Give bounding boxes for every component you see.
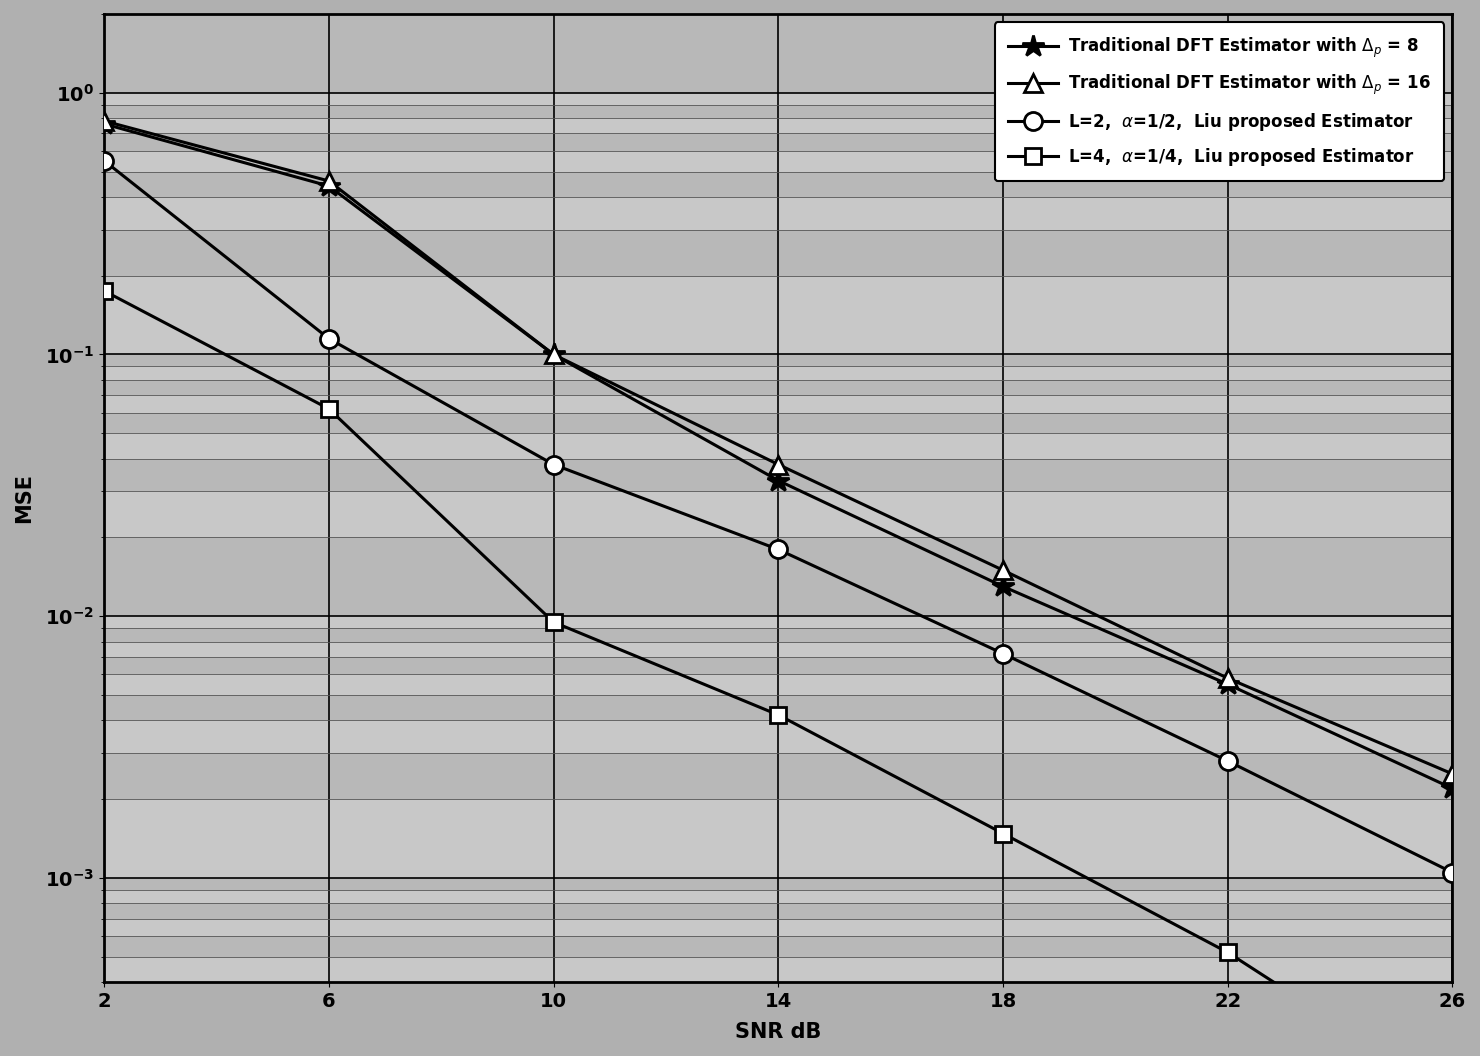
Bar: [104, 491, 1452, 538]
Traditional DFT Estimator with $\Delta_p$ = 16: [770, 458, 787, 471]
L=4,  $\alpha$=1/4,  Liu proposed Estimator: [320, 402, 337, 415]
Bar: [104, 433, 1452, 458]
Bar: [104, 642, 1452, 657]
L=2,  $\alpha$=1/2,  Liu proposed Estimator: [1443, 866, 1461, 879]
Line: Traditional DFT Estimator with $\Delta_p$ = 8: Traditional DFT Estimator with $\Delta_p…: [93, 113, 1464, 799]
Y-axis label: MSE: MSE: [13, 473, 34, 523]
Traditional DFT Estimator with $\Delta_p$ = 16: [545, 348, 562, 361]
Bar: [104, 380, 1452, 395]
Traditional DFT Estimator with $\Delta_p$ = 16: [95, 115, 112, 128]
Traditional DFT Estimator with $\Delta_p$ = 16: [1220, 672, 1237, 684]
Traditional DFT Estimator with $\Delta_p$ = 8: [320, 180, 337, 192]
Traditional DFT Estimator with $\Delta_p$ = 8: [545, 348, 562, 361]
Traditional DFT Estimator with $\Delta_p$ = 16: [995, 564, 1012, 577]
L=4,  $\alpha$=1/4,  Liu proposed Estimator: [770, 709, 787, 721]
Bar: [104, 0, 1452, 14]
L=4,  $\alpha$=1/4,  Liu proposed Estimator: [1220, 946, 1237, 959]
Traditional DFT Estimator with $\Delta_p$ = 8: [1220, 678, 1237, 691]
L=2,  $\alpha$=1/2,  Liu proposed Estimator: [545, 458, 562, 471]
L=2,  $\alpha$=1/2,  Liu proposed Estimator: [770, 543, 787, 555]
Bar: [104, 355, 1452, 366]
L=4,  $\alpha$=1/4,  Liu proposed Estimator: [995, 827, 1012, 840]
L=4,  $\alpha$=1/4,  Liu proposed Estimator: [95, 284, 112, 297]
Bar: [104, 93, 1452, 105]
X-axis label: SNR dB: SNR dB: [736, 1022, 821, 1042]
Bar: [104, 657, 1452, 675]
Bar: [104, 904, 1452, 919]
Bar: [104, 395, 1452, 413]
Bar: [104, 628, 1452, 642]
L=4,  $\alpha$=1/4,  Liu proposed Estimator: [545, 616, 562, 628]
Bar: [104, 753, 1452, 799]
Traditional DFT Estimator with $\Delta_p$ = 8: [770, 474, 787, 487]
L=2,  $\alpha$=1/2,  Liu proposed Estimator: [1220, 755, 1237, 768]
Bar: [104, 118, 1452, 133]
Bar: [104, 695, 1452, 720]
Bar: [104, 538, 1452, 617]
Bar: [104, 799, 1452, 879]
Line: L=2,  $\alpha$=1/2,  Liu proposed Estimator: L=2, $\alpha$=1/2, Liu proposed Estimato…: [95, 152, 1462, 882]
Traditional DFT Estimator with $\Delta_p$ = 16: [1443, 768, 1461, 780]
Bar: [104, 937, 1452, 957]
Traditional DFT Estimator with $\Delta_p$ = 8: [1443, 782, 1461, 795]
Bar: [104, 879, 1452, 890]
Bar: [104, 105, 1452, 118]
Bar: [104, 151, 1452, 171]
Bar: [104, 957, 1452, 982]
Bar: [104, 276, 1452, 355]
Bar: [104, 413, 1452, 433]
Legend: Traditional DFT Estimator with $\Delta_p$ = 8, Traditional DFT Estimator with $\: Traditional DFT Estimator with $\Delta_p…: [995, 22, 1444, 182]
Traditional DFT Estimator with $\Delta_p$ = 8: [995, 580, 1012, 592]
Bar: [104, 458, 1452, 491]
Bar: [104, 133, 1452, 151]
L=2,  $\alpha$=1/2,  Liu proposed Estimator: [995, 647, 1012, 660]
Bar: [104, 366, 1452, 380]
Bar: [104, 890, 1452, 904]
Bar: [104, 196, 1452, 229]
Bar: [104, 14, 1452, 93]
L=2,  $\alpha$=1/2,  Liu proposed Estimator: [95, 154, 112, 167]
Bar: [104, 229, 1452, 276]
Bar: [104, 675, 1452, 695]
Bar: [104, 720, 1452, 753]
Bar: [104, 919, 1452, 937]
L=2,  $\alpha$=1/2,  Liu proposed Estimator: [320, 333, 337, 345]
Bar: [104, 617, 1452, 628]
Bar: [104, 171, 1452, 196]
Line: L=4,  $\alpha$=1/4,  Liu proposed Estimator: L=4, $\alpha$=1/4, Liu proposed Estimato…: [96, 283, 1461, 1056]
Line: Traditional DFT Estimator with $\Delta_p$ = 16: Traditional DFT Estimator with $\Delta_p…: [95, 112, 1462, 782]
Traditional DFT Estimator with $\Delta_p$ = 16: [320, 174, 337, 187]
Traditional DFT Estimator with $\Delta_p$ = 8: [95, 117, 112, 130]
